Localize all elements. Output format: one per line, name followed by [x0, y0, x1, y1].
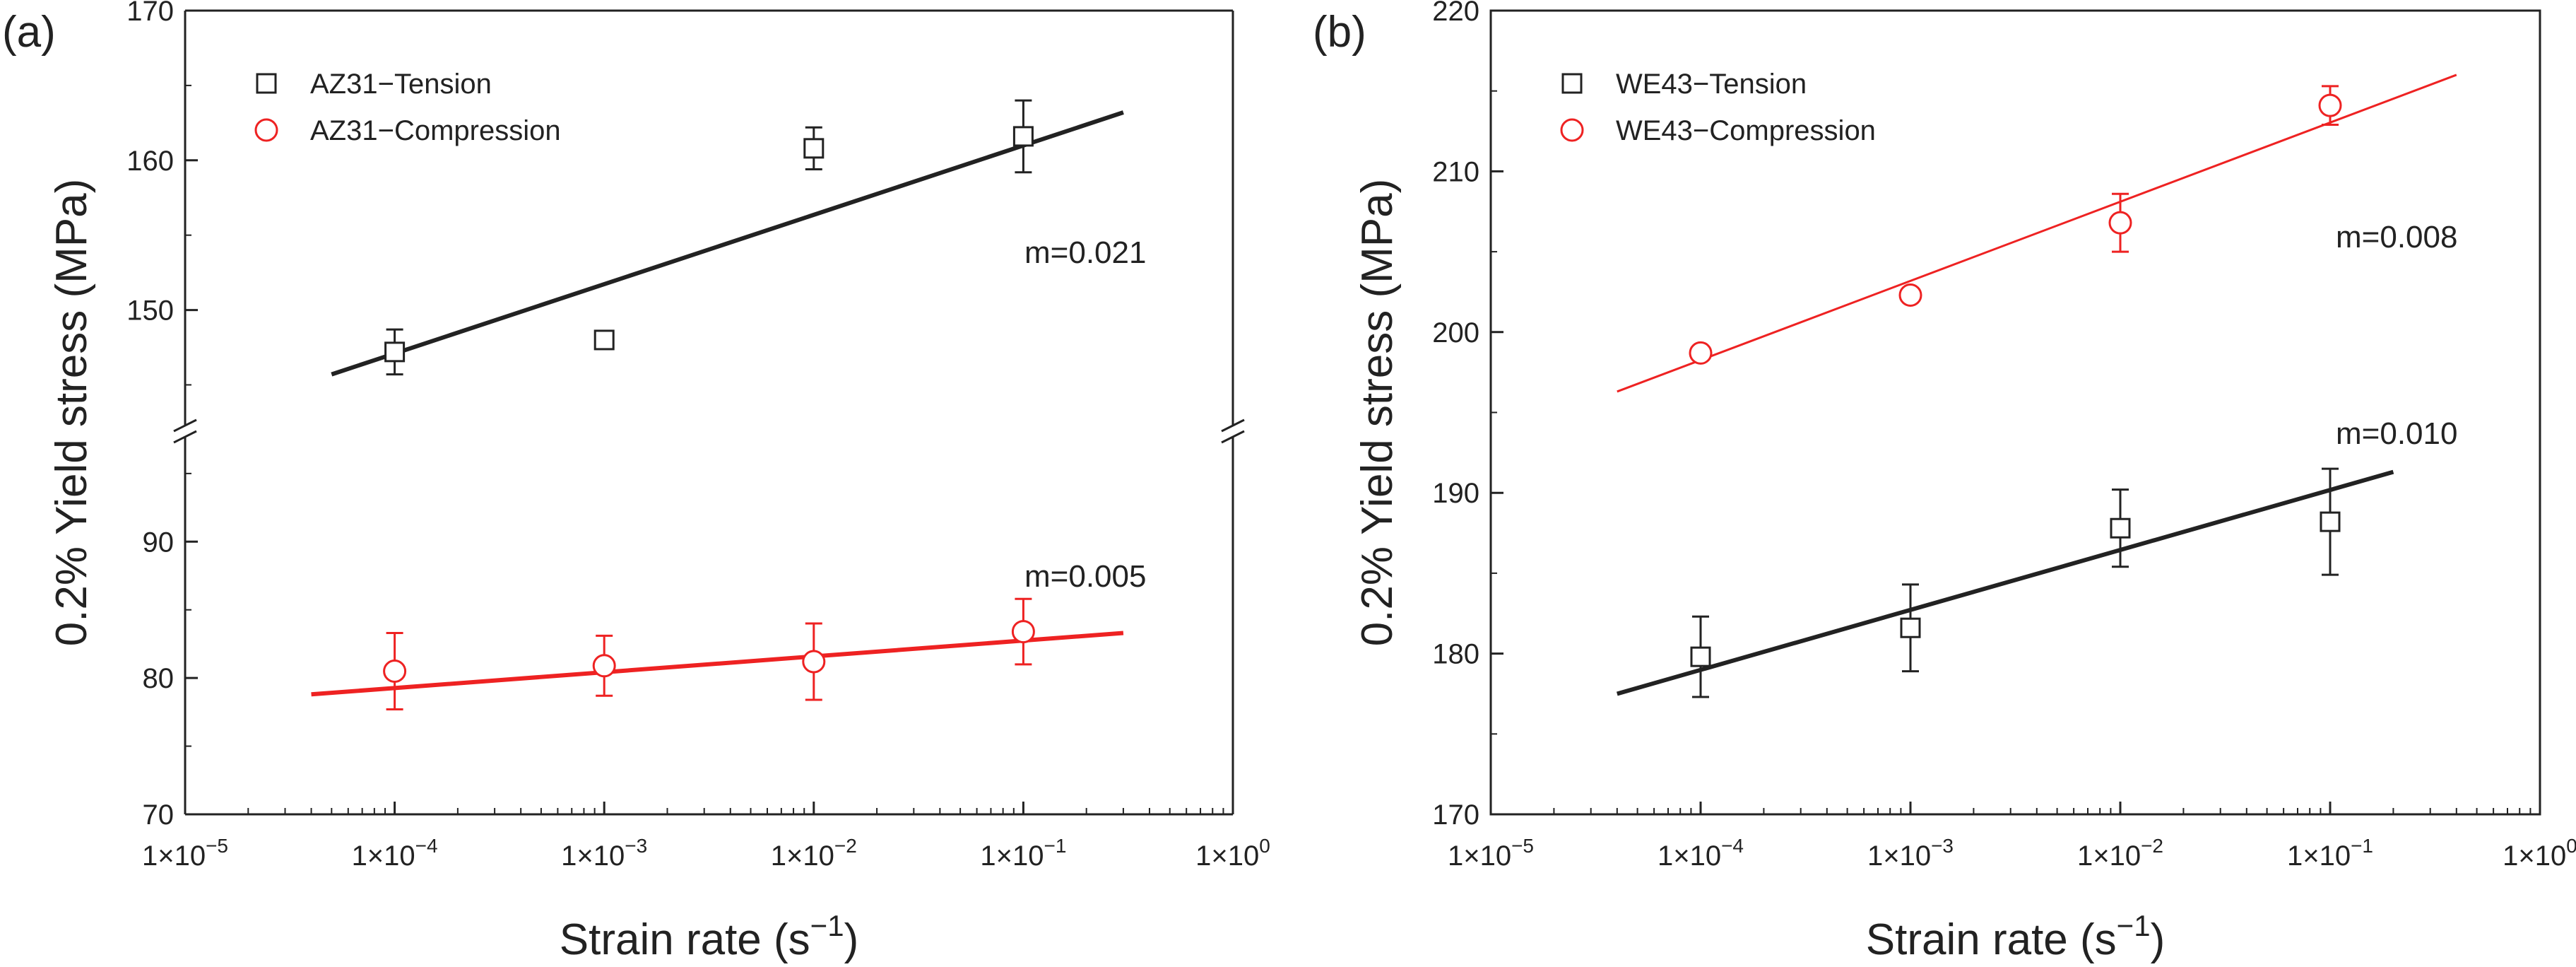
x-tick-label: 1×100: [1195, 835, 1270, 872]
y-tick-label: 90: [143, 527, 175, 558]
x-tick-label: 1×10−3: [561, 835, 647, 872]
fit-line: [331, 110, 1124, 377]
data-point-circle: [802, 650, 826, 674]
axis-break-mark: [1221, 430, 1245, 444]
y-tick-label: 80: [143, 663, 175, 694]
slope-annotation: m=0.005: [1024, 559, 1146, 594]
y-tick-label: 210: [1432, 156, 1479, 187]
series-tension: [1616, 467, 2394, 698]
y-tick-label: 170: [126, 0, 174, 27]
panel-label: (b): [1313, 8, 1366, 57]
fit-line: [311, 631, 1124, 697]
x-axis-title: Strain rate (s−1): [1866, 909, 2165, 964]
legend-marker-square: [256, 73, 277, 94]
x-tick-label: 1×10−1: [980, 835, 1066, 872]
data-point-square: [384, 341, 406, 363]
legend-marker-circle: [254, 118, 278, 142]
slope-annotation: m=0.008: [2336, 220, 2457, 254]
series-tension: [331, 99, 1124, 377]
y-axis-title: 0.2% Yield stress (MPa): [47, 179, 96, 647]
y-tick-label: 180: [1432, 639, 1479, 670]
data-point-circle: [2318, 93, 2342, 117]
fit-line: [1617, 74, 2457, 393]
legend-label: AZ31−Compression: [310, 115, 561, 146]
axis-break-mark: [173, 418, 197, 433]
legend-label: WE43−Tension: [1616, 69, 1807, 100]
data-point-square: [1012, 126, 1034, 147]
series-compression: [311, 597, 1124, 710]
data-point-square: [1690, 646, 1711, 667]
x-tick-label: 1×10−4: [1658, 835, 1744, 872]
slope-annotation: m=0.021: [1024, 235, 1146, 270]
data-point-circle: [592, 654, 616, 678]
data-point-circle: [383, 660, 407, 683]
x-tick-label: 1×10−2: [771, 835, 857, 872]
x-axis-title: Strain rate (s−1): [560, 909, 858, 964]
data-point-circle: [1898, 283, 1922, 307]
data-point-square: [1900, 617, 1921, 638]
data-point-square: [2110, 517, 2131, 539]
x-tick-label: 1×10−4: [352, 835, 438, 872]
x-tick-label: 1×10−3: [1867, 835, 1954, 872]
y-tick-label: 200: [1432, 317, 1479, 348]
x-tick-label: 1×100: [2503, 835, 2576, 872]
axis-break-mark: [1221, 418, 1245, 433]
y-tick-label: 170: [1432, 799, 1479, 831]
data-point-circle: [2108, 211, 2132, 235]
slope-annotation: m=0.010: [2336, 416, 2457, 451]
series-compression: [1617, 74, 2457, 393]
data-point-circle: [1689, 341, 1713, 365]
legend-marker-square: [1561, 73, 1583, 94]
axis-break-mark: [173, 430, 197, 444]
data-point-square: [2320, 511, 2341, 532]
y-tick-label: 160: [126, 146, 174, 177]
x-tick-label: 1×10−1: [2287, 835, 2373, 872]
y-tick-label: 70: [143, 799, 175, 831]
data-point-square: [593, 329, 615, 351]
data-point-circle: [1011, 620, 1035, 644]
legend-label: AZ31−Tension: [310, 69, 492, 100]
x-tick-label: 1×10−5: [1448, 835, 1534, 872]
x-tick-label: 1×10−2: [2077, 835, 2163, 872]
legend-label: WE43−Compression: [1616, 115, 1876, 146]
panel-b: 1×10−5 1×10−4 1×10−3 1×10−2 1×10−1 1×100 170 18…: [1313, 0, 2576, 964]
x-tick-label: 1×10−5: [142, 835, 228, 872]
panel-label: (a): [2, 8, 56, 57]
y-tick-label: 150: [126, 295, 174, 327]
legend-marker-circle: [1560, 118, 1584, 142]
fit-line: [1616, 469, 2394, 696]
y-axis-title: 0.2% Yield stress (MPa): [1353, 179, 1402, 647]
y-tick-label: 190: [1432, 478, 1479, 509]
y-tick-label: 220: [1432, 0, 1479, 27]
panel-a: 1×10−5 1×10−4 1×10−3 1×10−2 1×10−1 1×100 70 80 9…: [2, 0, 1270, 964]
data-point-square: [803, 138, 825, 159]
